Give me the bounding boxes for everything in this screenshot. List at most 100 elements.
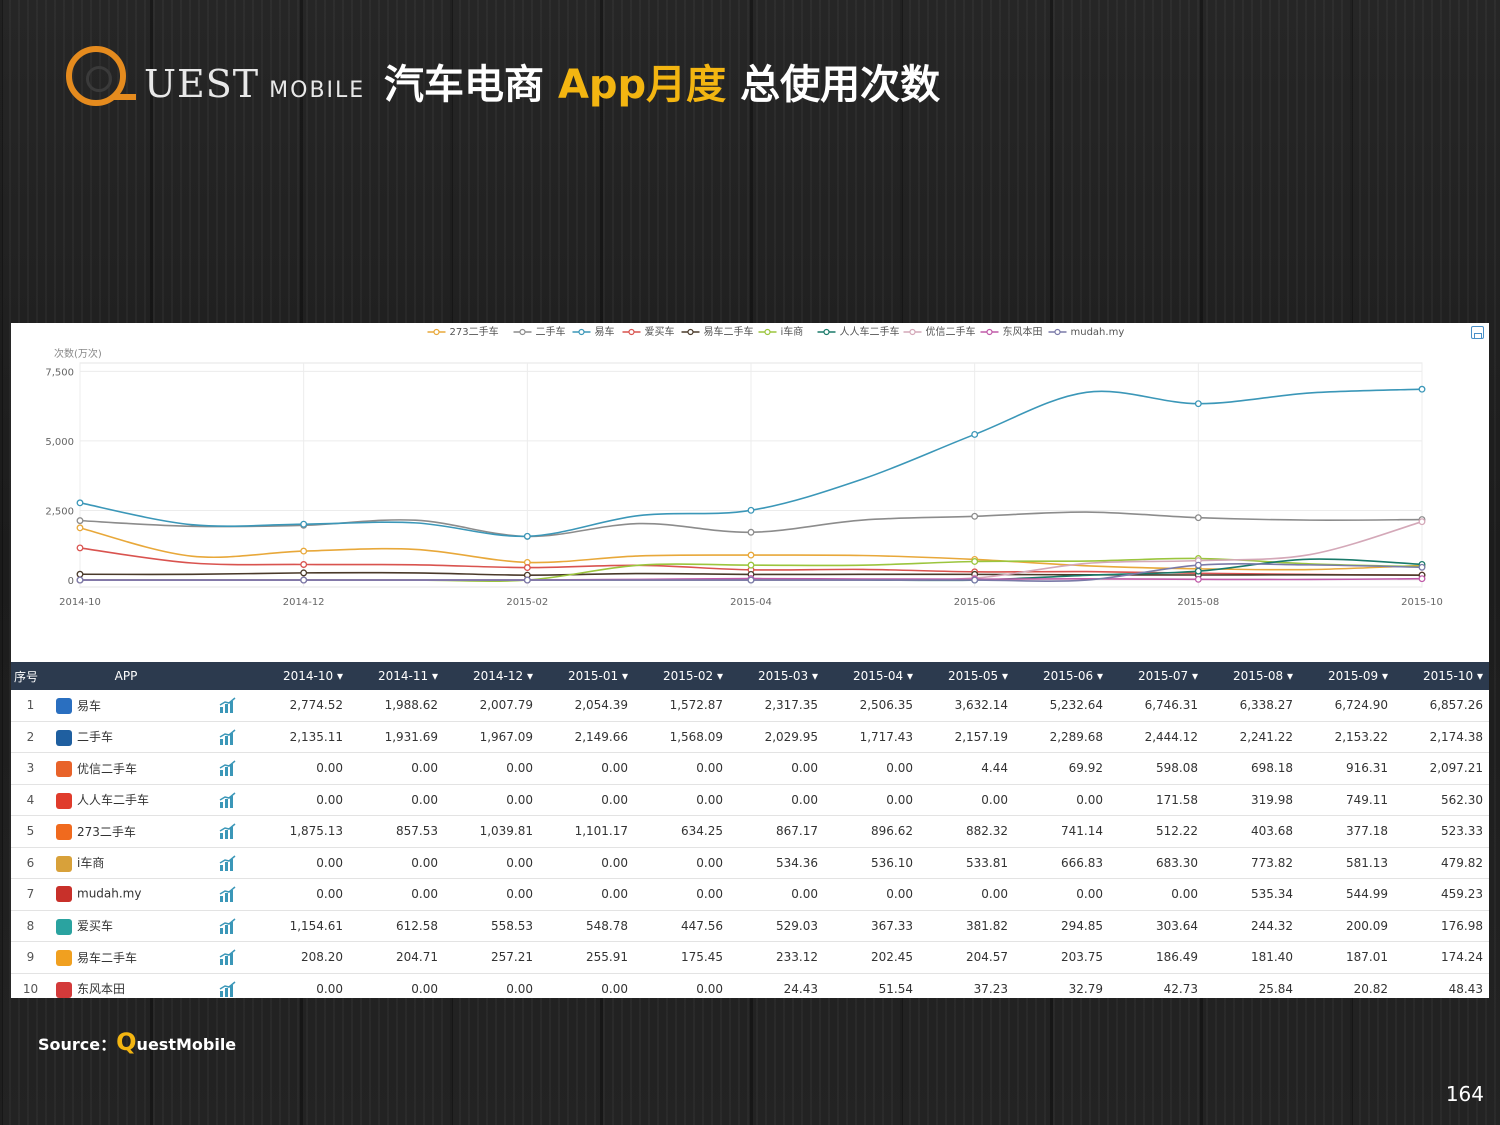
row-value: 3,632.14: [919, 690, 1014, 722]
row-app[interactable]: 人人车二手车: [50, 784, 202, 816]
header-month[interactable]: 2014-11 ▾: [349, 662, 444, 690]
header-month[interactable]: 2014-12 ▾: [444, 662, 539, 690]
renrenche-app-icon: [56, 792, 72, 809]
table-row: 4 人人车二手车 0.00 0.00 0.00 0.00 0.00 0.00 0.00 0.00 0…: [11, 784, 1489, 816]
header-index: 序号: [11, 662, 50, 690]
row-value: 0.00: [729, 784, 824, 816]
row-index: 1: [11, 690, 50, 722]
table-row: 7 mudah.my 0.00 0.00 0.00 0.00 0.00 0.00 0.00 0.0…: [11, 878, 1489, 911]
x-tick-label: 2015-08: [1177, 597, 1219, 608]
row-value: 25.84: [1204, 973, 1299, 998]
row-app[interactable]: 爱买车: [50, 910, 202, 942]
row-trend-cell[interactable]: [202, 941, 254, 974]
row-value: 303.64: [1109, 910, 1204, 942]
table-row: 10 东风本田 0.00 0.00 0.00 0.00 0.00 24.43 51.54 37.2…: [11, 973, 1489, 998]
row-value: 2,289.68: [1014, 721, 1109, 753]
row-trend-cell[interactable]: [202, 878, 254, 911]
row-value: 0.00: [349, 784, 444, 816]
series-point: [747, 506, 755, 514]
legend-marker: [628, 328, 635, 336]
series-point: [300, 547, 308, 555]
trend-chart-icon[interactable]: [219, 918, 237, 934]
header-month[interactable]: 2015-10 ▾: [1394, 662, 1489, 690]
header-month[interactable]: 2015-02 ▾: [634, 662, 729, 690]
series-point: [1418, 575, 1426, 583]
ershouche-app-icon: [56, 729, 72, 746]
legend-label: 人人车二手车: [840, 325, 900, 338]
row-value: 459.23: [1394, 878, 1489, 911]
series-point: [971, 430, 979, 438]
header-month[interactable]: 2014-10 ▾: [254, 662, 349, 690]
series-point: [300, 569, 308, 577]
logo-subtext: MOBILE: [269, 78, 366, 103]
row-index: 2: [11, 721, 50, 753]
trend-chart-icon[interactable]: [219, 855, 237, 871]
trend-chart-icon[interactable]: [219, 697, 237, 714]
series-point: [747, 561, 755, 569]
row-value: 69.92: [1014, 752, 1109, 785]
row-trend-cell[interactable]: [202, 973, 254, 998]
row-trend-cell[interactable]: [202, 752, 254, 785]
header-month[interactable]: 2015-04 ▾: [824, 662, 919, 690]
logo-text: UEST MOBILE: [144, 62, 366, 106]
trend-chart-icon[interactable]: [219, 949, 237, 966]
row-app[interactable]: 易车: [50, 690, 202, 722]
row-trend-cell[interactable]: [202, 690, 254, 722]
trend-chart-icon[interactable]: [219, 823, 237, 840]
row-value: 2,444.12: [1109, 721, 1204, 753]
row-value: 2,149.66: [539, 721, 634, 753]
row-value: 896.62: [824, 815, 919, 848]
trend-chart-icon[interactable]: [219, 792, 237, 808]
row-app[interactable]: 二手车: [50, 721, 202, 753]
legend-label: 爱买车: [645, 325, 675, 338]
row-value: 204.71: [349, 941, 444, 974]
row-trend-cell[interactable]: [202, 784, 254, 816]
row-app[interactable]: 东风本田: [50, 973, 202, 998]
row-value: 0.00: [254, 847, 349, 879]
header-month[interactable]: 2015-06 ▾: [1014, 662, 1109, 690]
row-value: 773.82: [1204, 847, 1299, 879]
row-value: 0.00: [539, 752, 634, 785]
row-app[interactable]: 273二手车: [50, 815, 202, 848]
row-value: 1,717.43: [824, 721, 919, 753]
row-value: 0.00: [444, 847, 539, 879]
row-index: 9: [11, 941, 50, 974]
header-month[interactable]: 2015-05 ▾: [919, 662, 1014, 690]
row-trend-cell[interactable]: [202, 910, 254, 942]
icheshang-app-icon: [56, 855, 72, 872]
row-app[interactable]: 易车二手车: [50, 941, 202, 974]
y-tick-label: 2,500: [45, 506, 74, 517]
row-value: 202.45: [824, 941, 919, 974]
yiche-app-icon: [56, 698, 72, 714]
header-month[interactable]: 2015-07 ▾: [1109, 662, 1204, 690]
row-value: 2,153.22: [1299, 721, 1394, 753]
row-value: 0.00: [349, 752, 444, 785]
header-month[interactable]: 2015-01 ▾: [539, 662, 634, 690]
trend-chart-icon[interactable]: [219, 981, 237, 997]
app-name: 优信二手车: [77, 761, 138, 776]
row-value: 0.00: [539, 973, 634, 998]
series-point: [971, 512, 979, 520]
row-value: 244.32: [1204, 910, 1299, 942]
header-month[interactable]: 2015-08 ▾: [1204, 662, 1299, 690]
row-value: 683.30: [1109, 847, 1204, 879]
trend-chart-icon[interactable]: [219, 729, 237, 745]
row-trend-cell[interactable]: [202, 721, 254, 753]
legend-marker: [909, 328, 916, 336]
row-value: 1,931.69: [349, 721, 444, 753]
header-month[interactable]: 2015-03 ▾: [729, 662, 824, 690]
header-app: APP: [50, 662, 202, 690]
trend-chart-icon[interactable]: [219, 760, 237, 777]
save-image-icon[interactable]: [1471, 326, 1484, 339]
row-value: 0.00: [634, 847, 729, 879]
row-value: 1,967.09: [444, 721, 539, 753]
trend-chart-icon[interactable]: [219, 886, 237, 903]
row-app[interactable]: mudah.my: [50, 878, 202, 911]
row-trend-cell[interactable]: [202, 815, 254, 848]
row-trend-cell[interactable]: [202, 847, 254, 879]
row-app[interactable]: i车商: [50, 847, 202, 879]
header-month[interactable]: 2015-09 ▾: [1299, 662, 1394, 690]
page-title: 汽车电商 App月度 总使用次数: [384, 52, 940, 110]
row-app[interactable]: 优信二手车: [50, 752, 202, 785]
row-value: 0.00: [539, 784, 634, 816]
